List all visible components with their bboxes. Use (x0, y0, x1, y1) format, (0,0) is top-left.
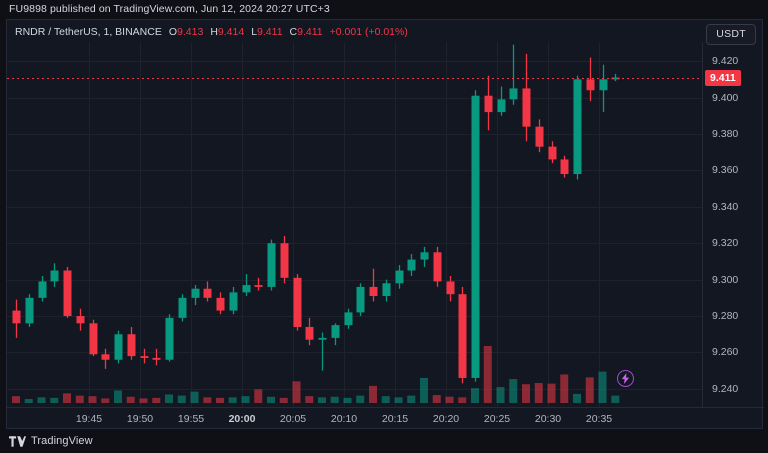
time-tick-label: 20:05 (279, 413, 307, 425)
candlesticks (12, 44, 620, 384)
time-tick-label: 20:10 (330, 413, 358, 425)
open-label: O (168, 26, 178, 38)
time-tick-label: 20:35 (585, 413, 613, 425)
price-tick-label: 9.240 (712, 382, 739, 395)
high-label: H (210, 26, 218, 38)
price-tick-label: 9.420 (712, 55, 739, 68)
close-label: C (289, 26, 298, 38)
time-tick-label: 19:45 (75, 413, 103, 425)
tradingview-logo[interactable]: TradingView (9, 435, 93, 447)
chart-legend: RNDR / TetherUS, 1, BINANCE O9.413 H9.41… (15, 25, 408, 39)
ohlc-open: O9.413 (169, 26, 203, 38)
price-change: +0.001 (+0.01%) (329, 26, 408, 38)
time-tick-label: 19:55 (177, 413, 205, 425)
time-tick-label: 20:25 (483, 413, 511, 425)
ohlc-low: L9.411 (251, 26, 282, 38)
price-tick-label: 9.280 (712, 310, 739, 323)
grid-lines (7, 42, 703, 408)
price-scale[interactable]: 9.411 9.420 9.400 9.380 9.360 9.340 9.320 9.30… (702, 42, 762, 408)
lightning-bolt-icon (621, 373, 629, 384)
low-value: 9.411 (257, 26, 283, 38)
open-value: 9.413 (177, 26, 204, 38)
time-tick-label: 19:50 (126, 413, 154, 425)
volume-bars (12, 346, 620, 403)
low-label: L (251, 26, 258, 38)
time-tick-label: 20:30 (534, 413, 562, 425)
price-tick-label: 9.360 (712, 164, 739, 177)
price-tick-label: 9.300 (712, 273, 739, 286)
candlestick-svg (7, 42, 703, 408)
time-tick-label: 20:00 (228, 413, 256, 425)
flash-alert-icon[interactable] (616, 370, 634, 387)
chart-plot-area[interactable] (7, 42, 703, 408)
chart-container: RNDR / TetherUS, 1, BINANCE O9.413 H9.41… (6, 19, 764, 429)
price-tick-label: 9.380 (712, 127, 739, 140)
time-tick-label: 20:15 (381, 413, 409, 425)
price-tick-label: 9.260 (712, 346, 739, 359)
tradingview-wordmark: TradingView (31, 435, 93, 447)
ohlc-high: H9.414 (210, 26, 244, 38)
currency-badge[interactable]: USDT (706, 24, 756, 45)
ohlc-close: C9.411 (290, 26, 323, 38)
high-value: 9.414 (217, 26, 245, 38)
tradingview-mark-icon (9, 435, 26, 447)
attribution-text: FU9898 published on TradingView.com, Jun… (0, 0, 768, 18)
symbol-label[interactable]: RNDR / TetherUS, 1, BINANCE (15, 26, 162, 38)
close-value: 9.411 (297, 26, 323, 38)
time-scale[interactable]: 19:45 19:50 19:55 20:00 20:05 20:10 20:15 20:20… (7, 407, 764, 428)
last-price-label: 9.411 (705, 69, 741, 86)
price-tick-label: 9.320 (712, 237, 739, 250)
price-tick-label: 9.400 (712, 91, 739, 104)
time-tick-label: 20:20 (432, 413, 460, 425)
price-tick-label: 9.340 (712, 200, 739, 213)
